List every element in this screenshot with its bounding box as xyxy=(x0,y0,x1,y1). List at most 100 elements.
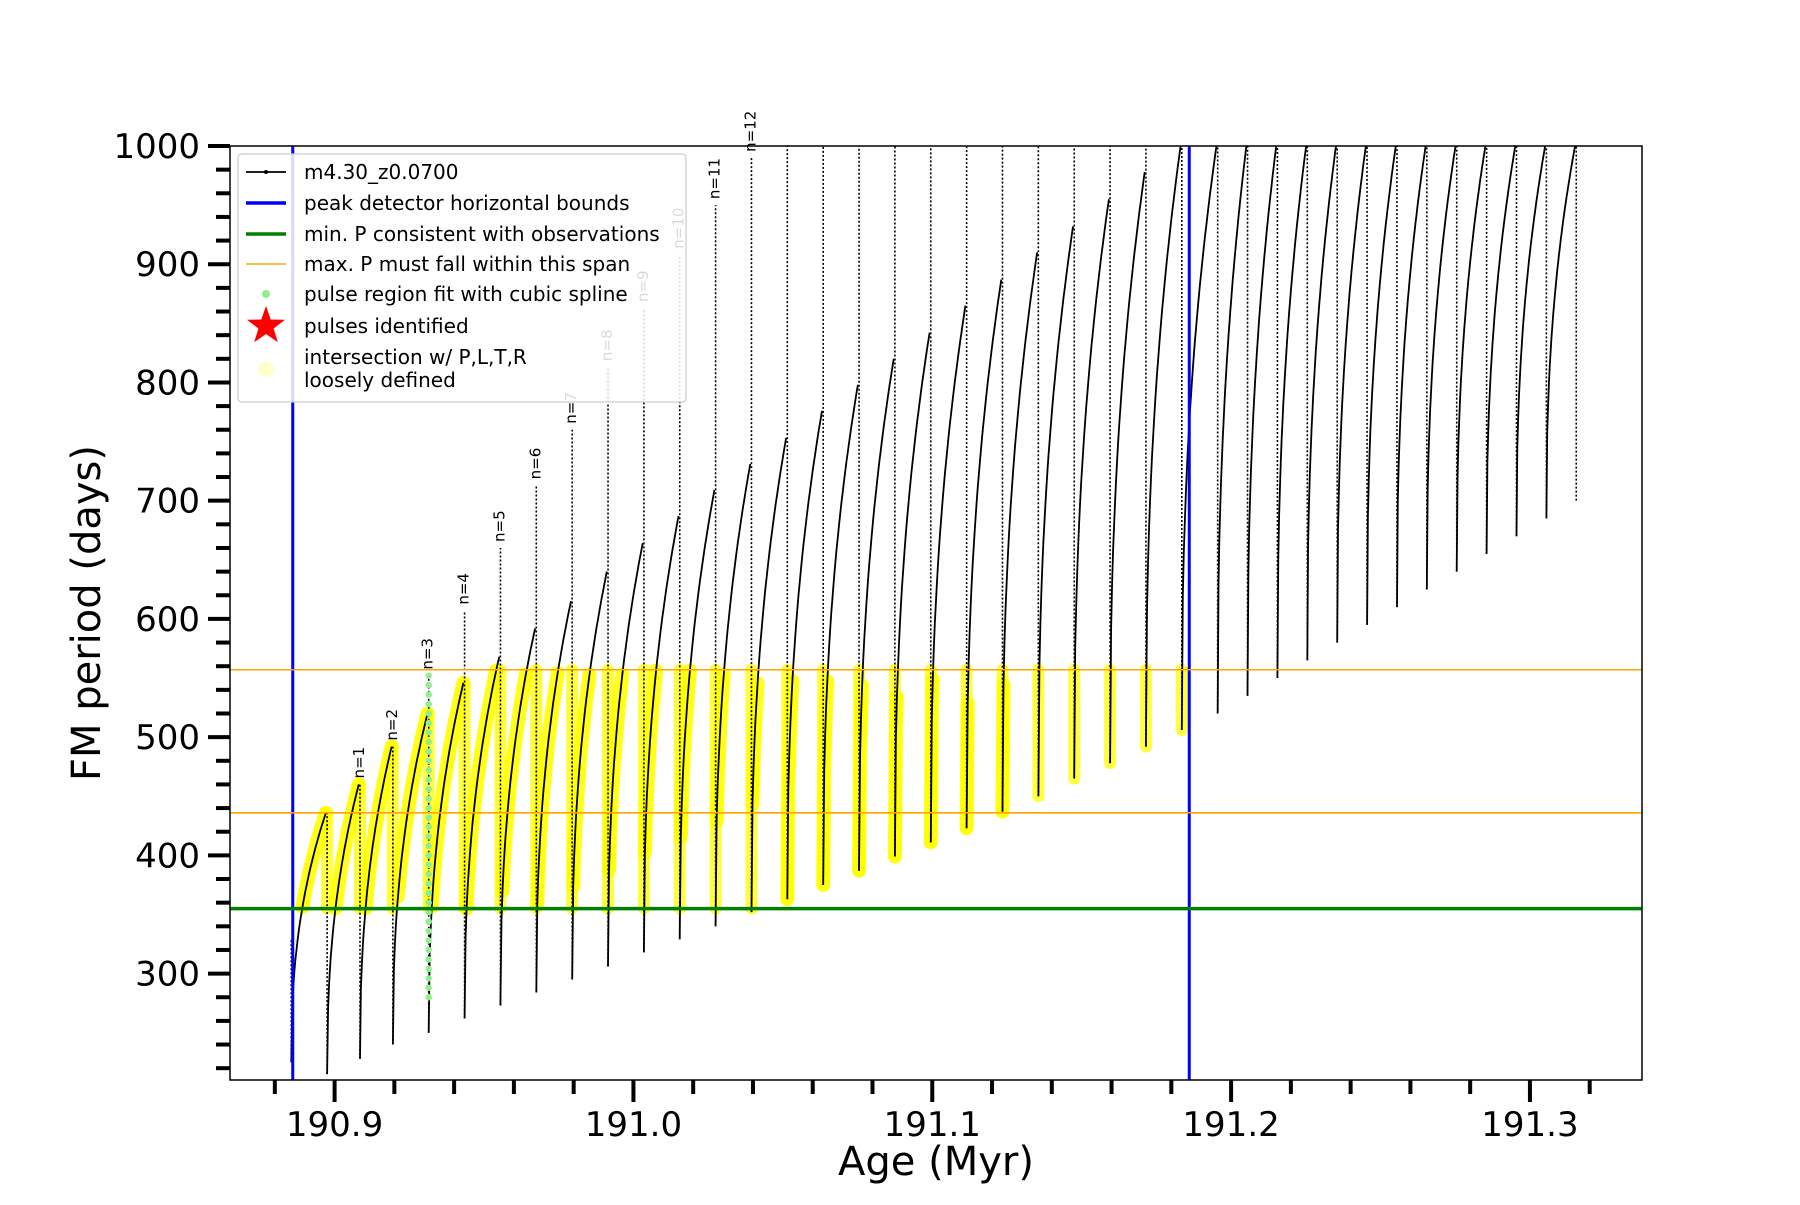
spline-fit-point xyxy=(425,918,432,925)
legend-label: intersection w/ P,L,T,R xyxy=(304,345,527,369)
model-track-segment xyxy=(1145,146,1182,747)
model-track-segment xyxy=(1366,146,1397,625)
model-track-segment xyxy=(1037,226,1074,797)
spline-fit-point xyxy=(425,880,432,887)
plot-frame xyxy=(229,145,1643,1081)
intersection-region xyxy=(459,663,504,916)
spline-fit-point xyxy=(425,975,432,982)
model-track-segment xyxy=(929,305,967,843)
model-track-segment xyxy=(1073,199,1110,779)
y-axis-title: FM period (days) xyxy=(64,445,110,781)
spline-fit-point xyxy=(425,899,432,906)
y-tick-label: 900 xyxy=(135,245,200,285)
spline-fit-point xyxy=(425,719,432,727)
spline-fit-point xyxy=(425,776,432,783)
x-tick-label: 191.0 xyxy=(585,1105,682,1145)
spline-fit-point xyxy=(425,871,432,878)
model-track-segment xyxy=(359,746,393,1059)
model-track-segment xyxy=(965,279,1003,829)
legend-label: m4.30_z0.0700 xyxy=(304,160,459,184)
y-tick-label: 800 xyxy=(135,363,200,403)
spline-fit-layer xyxy=(425,672,432,1001)
legend-swatch-dot xyxy=(262,290,270,298)
model-track-segment xyxy=(290,812,327,1063)
y-tick-label: 700 xyxy=(135,482,200,522)
spline-fit-point xyxy=(425,795,432,802)
spline-fit-point xyxy=(425,965,432,973)
legend-swatch-star xyxy=(247,306,285,343)
model-track-segment xyxy=(392,713,429,1045)
legend-label: pulse region fit with cubic spline xyxy=(304,282,628,306)
model-track-segment xyxy=(1246,146,1278,696)
pulse-label: n=6 xyxy=(526,448,544,480)
spline-fit-point xyxy=(425,767,432,774)
legend-label: max. P must fall within this span xyxy=(304,252,630,276)
pulse-label: n=1 xyxy=(350,747,368,779)
legend-label: min. P consistent with observations xyxy=(304,222,660,246)
model-track-segment xyxy=(1515,146,1547,537)
spline-fit-point xyxy=(425,785,432,793)
model-track-segment xyxy=(678,489,716,940)
x-tick-label: 191.3 xyxy=(1481,1105,1578,1145)
spline-fit-point xyxy=(425,691,432,698)
model-track-segment xyxy=(1545,146,1576,519)
axes-layer: 300 400 500 600 700 800 900 1000 190.9 191.0 191.1… xyxy=(113,127,1592,1145)
model-track-segment xyxy=(750,437,787,913)
spline-fit-point xyxy=(425,833,432,840)
spline-fit-point xyxy=(425,672,432,679)
legend-label: pulses identified xyxy=(304,314,469,338)
model-track-segment xyxy=(1180,146,1218,731)
y-tick-label: 600 xyxy=(135,600,200,640)
legend-swatch-dot xyxy=(264,170,268,174)
spline-fit-point xyxy=(425,814,432,821)
model-track-segment xyxy=(499,628,536,1006)
pulse-label: n=5 xyxy=(490,510,508,542)
pulse-label: n=12 xyxy=(741,111,759,152)
spline-fit-point xyxy=(425,908,432,916)
model-track-segment xyxy=(1336,146,1367,643)
model-track-segment xyxy=(1216,146,1248,714)
spline-fit-point xyxy=(425,748,432,755)
spline-fit-point xyxy=(425,681,432,689)
pulse-label: n=4 xyxy=(455,573,473,605)
spline-fit-point xyxy=(425,852,432,859)
model-track-segment xyxy=(858,358,895,871)
model-track-segment xyxy=(1306,146,1337,661)
spline-fit-point xyxy=(425,738,432,746)
legend-swatch-circle xyxy=(258,361,274,377)
model-track-segment xyxy=(427,682,465,1033)
model-track-segment xyxy=(571,571,608,980)
x-tick-label: 190.9 xyxy=(286,1105,383,1145)
spline-fit-point xyxy=(425,946,432,954)
spline-fit-point xyxy=(425,804,432,812)
x-tick-label: 191.2 xyxy=(1182,1105,1279,1145)
model-track-segment xyxy=(326,784,360,1075)
model-track-segment xyxy=(535,601,572,993)
model-track-segment xyxy=(1109,171,1146,764)
model-track-segment xyxy=(894,332,931,857)
model-track-segment xyxy=(822,384,859,885)
spline-fit-point xyxy=(425,984,432,991)
spline-fit-point xyxy=(425,729,432,736)
x-tick-label: 191.1 xyxy=(884,1105,981,1145)
spline-fit-point xyxy=(425,757,432,764)
model-track-segment xyxy=(1001,252,1039,812)
model-track-segment xyxy=(607,543,644,967)
spline-fit-point xyxy=(425,861,432,869)
model-track-segment xyxy=(1396,146,1427,608)
spline-fit-point xyxy=(425,823,432,831)
y-tick-label: 1000 xyxy=(113,127,200,167)
model-track-segment xyxy=(643,515,680,953)
legend-label: loosely defined xyxy=(304,368,456,392)
pulse-label: n=3 xyxy=(419,638,437,670)
legend-frame xyxy=(237,153,687,403)
spline-fit-point xyxy=(425,842,432,850)
spline-fit-point xyxy=(425,890,432,897)
legend-label: peak detector horizontal bounds xyxy=(304,191,630,215)
pulse-label: n=11 xyxy=(706,158,724,199)
y-tick-label: 500 xyxy=(135,718,200,758)
spline-fit-point xyxy=(425,956,432,963)
